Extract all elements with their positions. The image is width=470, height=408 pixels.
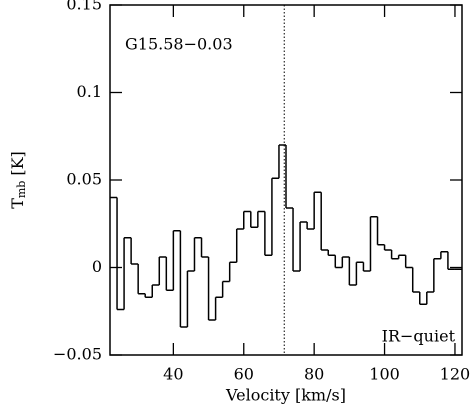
y-label-unit: [K] (8, 151, 27, 175)
x-tick-label: 80 (304, 365, 324, 384)
label: IR−quiet (382, 327, 456, 346)
x-tick-label: 120 (440, 365, 470, 384)
y-tick-label: 0 (92, 257, 102, 276)
y-axis-label: Tmb [K] (8, 151, 29, 209)
y-tick-label: 0.1 (77, 82, 102, 101)
annotation: G15.58−0.03 (125, 35, 233, 54)
x-axis-label: Velocity [km/s] (225, 386, 346, 405)
y-tick-label: −0.05 (53, 345, 102, 364)
x-tick-label: 60 (234, 365, 254, 384)
y-label-subscript: mb (15, 181, 28, 198)
x-tick-label: 40 (163, 365, 183, 384)
y-tick-label: 0.15 (66, 0, 102, 14)
x-tick-label: 100 (369, 365, 400, 384)
y-tick-label: 0.05 (66, 170, 102, 189)
y-label-symbol: T (8, 198, 27, 209)
